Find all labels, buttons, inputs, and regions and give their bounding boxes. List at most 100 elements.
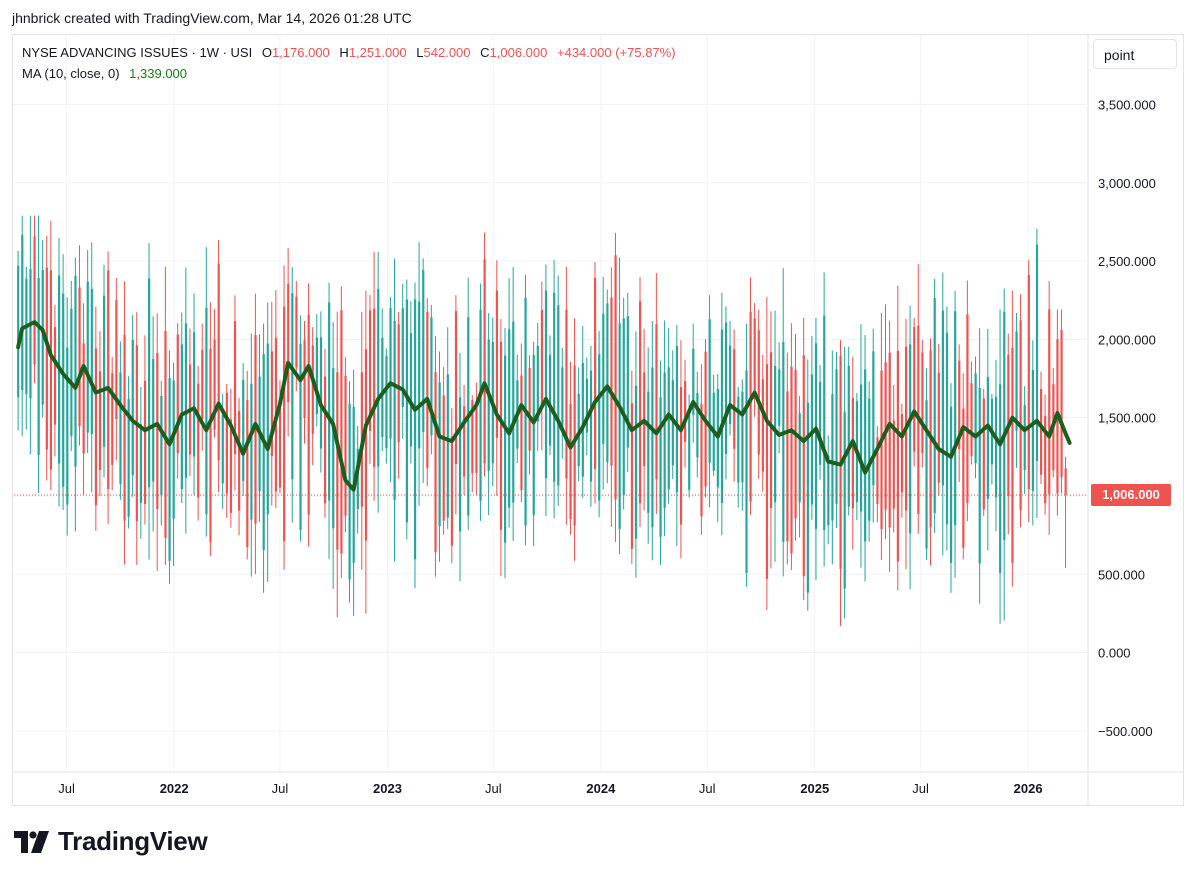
candle-body bbox=[913, 327, 916, 452]
candle-body bbox=[119, 372, 122, 484]
candle-body bbox=[463, 406, 466, 477]
candle-body bbox=[1019, 320, 1022, 511]
candle-body bbox=[868, 398, 871, 521]
candle-body bbox=[53, 327, 57, 425]
candle-body bbox=[696, 392, 699, 458]
candle-body bbox=[356, 448, 359, 509]
candle-body bbox=[242, 379, 245, 482]
candle-body bbox=[540, 309, 544, 410]
ma-legend: MA (10, close, 0) 1,339.000 bbox=[22, 66, 187, 81]
candle-body bbox=[127, 398, 130, 517]
candle-body bbox=[1048, 309, 1051, 495]
price-tick-label: 1,500.000 bbox=[1098, 411, 1156, 426]
close-label: C bbox=[480, 45, 490, 60]
candle-body bbox=[974, 373, 977, 464]
candle-body bbox=[291, 293, 294, 480]
candle-body bbox=[970, 383, 973, 457]
low-value: 542.000 bbox=[423, 45, 471, 60]
candle-body bbox=[589, 370, 593, 482]
time-tick-label: Jul bbox=[699, 781, 716, 796]
candle-body bbox=[107, 270, 110, 490]
scale-mode-button[interactable]: point bbox=[1093, 39, 1177, 69]
candle-body bbox=[859, 384, 863, 512]
candle-body bbox=[135, 345, 138, 522]
candle-body bbox=[475, 407, 478, 473]
candle-body bbox=[193, 332, 196, 457]
candle-body bbox=[450, 436, 454, 546]
candle-body bbox=[368, 310, 372, 431]
candle-body bbox=[565, 309, 568, 479]
candle-body bbox=[172, 380, 175, 519]
tradingview-logo[interactable]: TradingView bbox=[14, 826, 208, 857]
candle-body bbox=[618, 323, 621, 529]
candle-body bbox=[798, 413, 801, 503]
ma-label: MA (10, close, 0) bbox=[22, 66, 120, 81]
candle-body bbox=[98, 371, 102, 471]
candle-body bbox=[471, 400, 474, 474]
candle-body bbox=[413, 299, 417, 560]
candle-body bbox=[741, 391, 744, 483]
candle-body bbox=[610, 297, 613, 466]
candle-body bbox=[238, 410, 241, 511]
time-tick-label: 2022 bbox=[160, 781, 189, 796]
candle-body bbox=[94, 348, 98, 506]
candle-body bbox=[1064, 468, 1067, 496]
candle-body bbox=[389, 308, 392, 439]
candle-body bbox=[393, 321, 396, 501]
candle-body bbox=[418, 301, 421, 449]
candle-body bbox=[708, 319, 711, 463]
candle-body bbox=[229, 419, 233, 513]
candle-body bbox=[982, 398, 985, 510]
candle-body bbox=[769, 352, 773, 508]
candle-body bbox=[266, 343, 269, 515]
time-tick-label: Jul bbox=[485, 781, 502, 796]
candle-body bbox=[765, 364, 769, 579]
candle-body bbox=[487, 339, 490, 471]
candle-body bbox=[250, 383, 253, 520]
candle-body bbox=[184, 323, 188, 478]
candle-body bbox=[675, 346, 679, 493]
candle-body bbox=[479, 309, 482, 501]
candle-body bbox=[581, 363, 584, 477]
candle-body bbox=[925, 400, 928, 549]
candle-body bbox=[806, 402, 809, 593]
candle-body bbox=[49, 270, 53, 470]
candle-body bbox=[557, 305, 560, 486]
high-label: H bbox=[339, 45, 349, 60]
candle-body bbox=[401, 308, 404, 408]
candle-body bbox=[802, 355, 805, 577]
candle-body bbox=[569, 404, 572, 519]
candle-body bbox=[160, 396, 163, 496]
candle-body bbox=[201, 350, 204, 420]
candle-body bbox=[221, 414, 224, 484]
candle-body bbox=[29, 269, 32, 399]
candle-body bbox=[1039, 389, 1043, 475]
candle-body bbox=[786, 391, 789, 542]
candle-body bbox=[790, 366, 793, 554]
candle-body bbox=[692, 348, 695, 416]
price-axis: −500.0000.000500.0001,000.0001,500.0002,… bbox=[1098, 97, 1156, 738]
low-label: L bbox=[416, 45, 424, 60]
candle-body bbox=[405, 299, 408, 523]
candle-body bbox=[254, 335, 257, 524]
candle-body bbox=[90, 288, 93, 434]
candle-body bbox=[156, 353, 159, 510]
candle-body bbox=[602, 313, 605, 444]
ma-value: 1,339.000 bbox=[129, 66, 188, 81]
candle-body bbox=[679, 386, 683, 525]
candle-body bbox=[385, 356, 388, 449]
candle-body bbox=[761, 379, 764, 472]
candle-body bbox=[45, 267, 48, 450]
candle-body bbox=[549, 354, 552, 446]
candle-body bbox=[397, 324, 400, 443]
chart-frame[interactable] bbox=[12, 34, 1184, 806]
candle-body bbox=[594, 277, 597, 470]
candle-body bbox=[606, 303, 609, 463]
candle-body bbox=[941, 310, 944, 486]
candle-body bbox=[503, 355, 507, 543]
candle-body bbox=[209, 349, 212, 542]
time-tick-label: Jul bbox=[58, 781, 75, 796]
close-value: 1,006.000 bbox=[489, 45, 548, 60]
candle-body bbox=[847, 365, 850, 507]
